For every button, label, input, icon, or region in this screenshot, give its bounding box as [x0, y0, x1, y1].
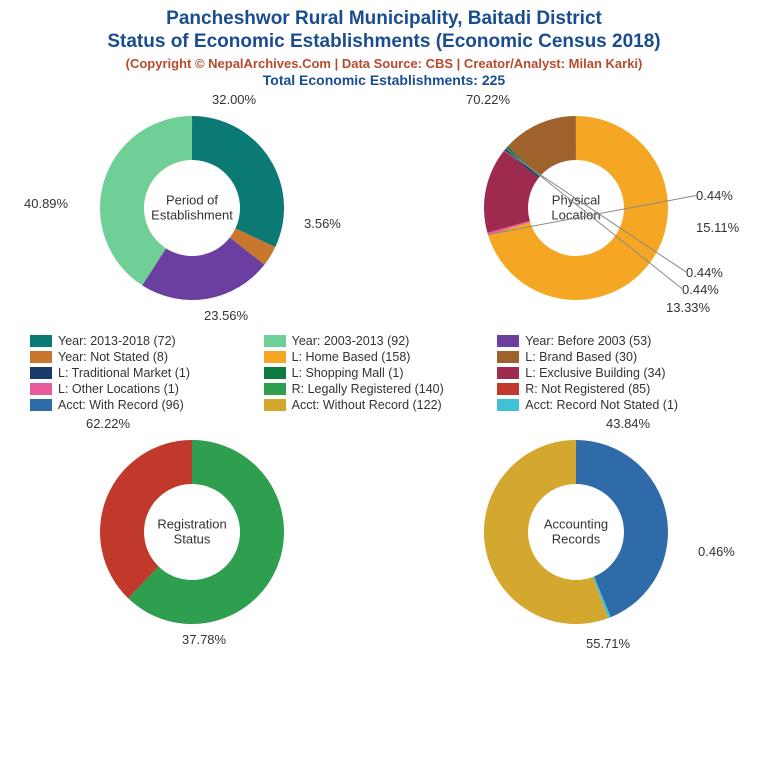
- legend-text: L: Brand Based (30): [525, 350, 637, 364]
- pct-label: 32.00%: [212, 92, 256, 107]
- legend-item: Acct: Without Record (122): [264, 398, 498, 412]
- title-line-1: Pancheshwor Rural Municipality, Baitadi …: [0, 8, 768, 31]
- pct-label: 0.44%: [696, 188, 733, 203]
- pct-label: 0.44%: [686, 265, 723, 280]
- legend-swatch: [30, 335, 52, 347]
- legend-text: Acct: Without Record (122): [292, 398, 442, 412]
- legend-text: R: Legally Registered (140): [292, 382, 444, 396]
- legend-swatch: [264, 399, 286, 411]
- legend-text: Year: Before 2003 (53): [525, 334, 651, 348]
- donut-center-label: Registration Status: [142, 516, 242, 547]
- legend-text: Acct: With Record (96): [58, 398, 184, 412]
- pct-label: 13.33%: [666, 300, 710, 315]
- pct-label: 55.71%: [586, 636, 630, 651]
- pct-label: 37.78%: [182, 632, 226, 647]
- legend-text: R: Not Registered (85): [525, 382, 650, 396]
- pct-label: 0.46%: [698, 544, 735, 559]
- legend-swatch: [30, 399, 52, 411]
- legend-item: L: Home Based (158): [264, 350, 498, 364]
- legend-swatch: [264, 351, 286, 363]
- legend-item: R: Not Registered (85): [497, 382, 731, 396]
- chart-location: Physical Location70.22%0.44%15.11%0.44%0…: [406, 90, 746, 330]
- donut-center-label: Accounting Records: [526, 516, 626, 547]
- legend-swatch: [497, 399, 519, 411]
- copyright-line: (Copyright © NepalArchives.Com | Data So…: [0, 56, 768, 71]
- legend-swatch: [30, 367, 52, 379]
- legend-item: Year: 2003-2013 (92): [264, 334, 498, 348]
- legend-text: L: Other Locations (1): [58, 382, 179, 396]
- legend-swatch: [497, 335, 519, 347]
- legend-swatch: [30, 351, 52, 363]
- legend-item: L: Other Locations (1): [30, 382, 264, 396]
- top-charts-row: Period of Establishment 32.00% 3.56% 23.56%…: [0, 90, 768, 330]
- legend-item: Year: 2013-2018 (72): [30, 334, 264, 348]
- pct-label: 23.56%: [204, 308, 248, 323]
- legend-swatch: [497, 351, 519, 363]
- pct-label: 3.56%: [304, 216, 341, 231]
- legend-item: Acct: With Record (96): [30, 398, 264, 412]
- legend-item: Year: Not Stated (8): [30, 350, 264, 364]
- chart-period: Period of Establishment 32.00% 3.56% 23.56%…: [22, 90, 362, 330]
- legend: Year: 2013-2018 (72) Year: 2003-2013 (92)…: [0, 330, 768, 418]
- bottom-charts-row: Registration Status 62.22% 37.78% Accounti…: [0, 414, 768, 654]
- title-line-2: Status of Economic Establishments (Econo…: [0, 31, 768, 54]
- legend-item: L: Brand Based (30): [497, 350, 731, 364]
- legend-item: L: Shopping Mall (1): [264, 366, 498, 380]
- legend-item: R: Legally Registered (140): [264, 382, 498, 396]
- legend-item: L: Exclusive Building (34): [497, 366, 731, 380]
- chart-registration: Registration Status 62.22% 37.78%: [22, 414, 362, 654]
- legend-text: Year: Not Stated (8): [58, 350, 168, 364]
- donut-slice: [192, 116, 284, 247]
- legend-text: L: Shopping Mall (1): [292, 366, 404, 380]
- pct-label: 15.11%: [696, 220, 739, 235]
- pct-label: 40.89%: [24, 196, 68, 211]
- legend-swatch: [264, 383, 286, 395]
- chart-accounting: Accounting Records 43.84% 0.46% 55.71%: [406, 414, 746, 654]
- pct-label: 70.22%: [466, 92, 510, 107]
- legend-swatch: [264, 367, 286, 379]
- legend-text: Acct: Record Not Stated (1): [525, 398, 678, 412]
- pct-label: 62.22%: [86, 416, 130, 431]
- legend-text: L: Traditional Market (1): [58, 366, 190, 380]
- legend-text: L: Exclusive Building (34): [525, 366, 665, 380]
- donut-center-label: Period of Establishment: [142, 192, 242, 223]
- legend-swatch: [264, 335, 286, 347]
- legend-item: Acct: Record Not Stated (1): [497, 398, 731, 412]
- legend-text: Year: 2003-2013 (92): [292, 334, 410, 348]
- legend-text: L: Home Based (158): [292, 350, 411, 364]
- title-block: Pancheshwor Rural Municipality, Baitadi …: [0, 0, 768, 88]
- chart-container: Pancheshwor Rural Municipality, Baitadi …: [0, 0, 768, 768]
- pct-label: 43.84%: [606, 416, 650, 431]
- legend-swatch: [497, 383, 519, 395]
- total-line: Total Economic Establishments: 225: [0, 72, 768, 88]
- legend-item: L: Traditional Market (1): [30, 366, 264, 380]
- legend-text: Year: 2013-2018 (72): [58, 334, 176, 348]
- pct-label: 0.44%: [682, 282, 719, 297]
- legend-swatch: [497, 367, 519, 379]
- legend-item: Year: Before 2003 (53): [497, 334, 731, 348]
- legend-swatch: [30, 383, 52, 395]
